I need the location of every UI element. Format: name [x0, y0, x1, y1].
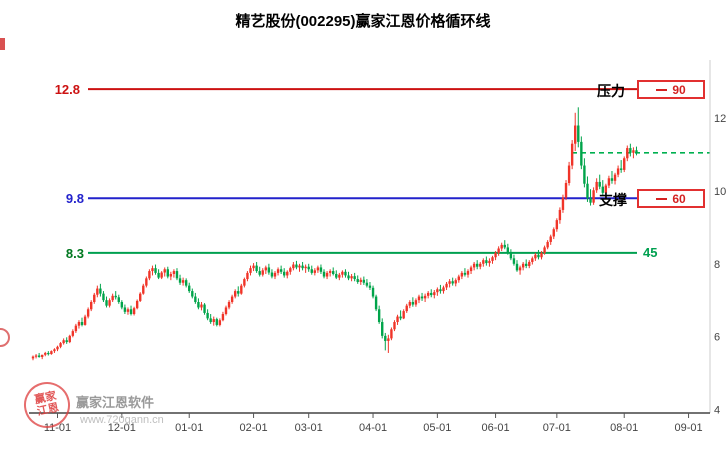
gann-lines-layer — [88, 88, 710, 254]
x-tick-label: 08-01 — [610, 422, 638, 434]
x-tick-label: 01-01 — [175, 422, 203, 434]
x-tick-label: 07-01 — [543, 422, 571, 434]
y-tick-label: 8 — [714, 259, 720, 271]
x-axis-labels: 11-01 12-01 01-01 02-01 03-01 04-01 05-01 06-01… — [44, 413, 703, 434]
x-tick-label: 05-01 — [423, 422, 451, 434]
x-tick-label: 12-01 — [108, 422, 136, 434]
candles-layer — [31, 107, 638, 361]
x-tick-label: 11-01 — [44, 422, 71, 434]
axes-layer — [29, 60, 711, 414]
x-tick-label: 02-01 — [239, 422, 267, 434]
x-tick-label: 03-01 — [295, 422, 323, 434]
y-axis-labels: 12 10 8 6 4 — [714, 113, 726, 416]
x-tick-label: 09-01 — [674, 422, 702, 434]
x-tick-label: 06-01 — [481, 422, 509, 434]
y-tick-label: 6 — [714, 332, 720, 344]
x-tick-label: 04-01 — [359, 422, 387, 434]
y-tick-label: 10 — [714, 186, 726, 198]
y-tick-label: 12 — [714, 113, 726, 125]
y-tick-label: 4 — [714, 404, 720, 416]
